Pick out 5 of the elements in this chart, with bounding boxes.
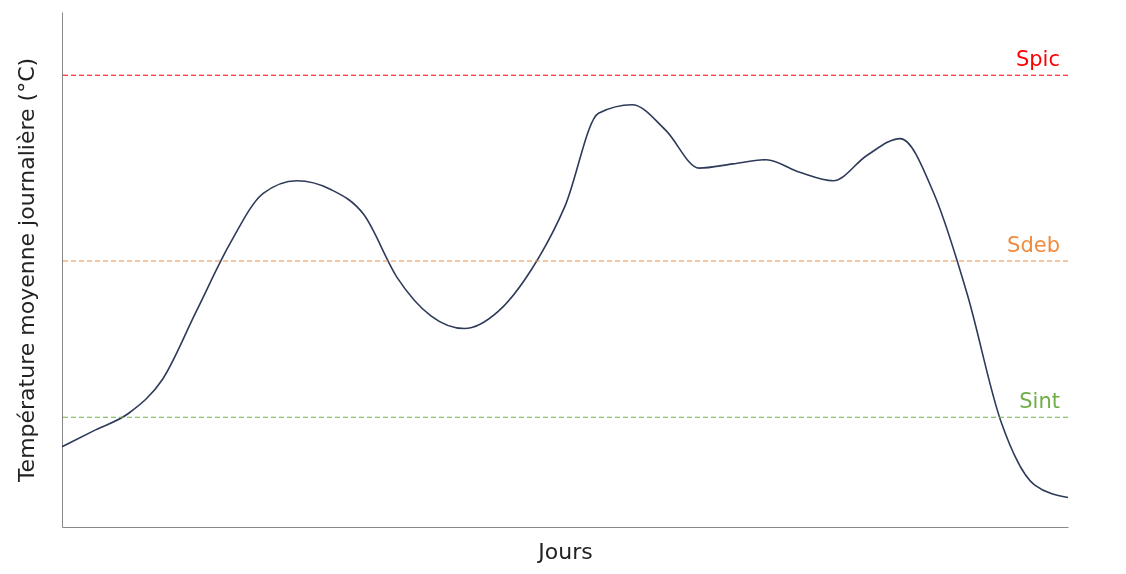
ref-line-label: Sint <box>1019 389 1060 414</box>
ref-line-label: Spic <box>1015 47 1060 72</box>
x-axis-title: Jours <box>536 538 593 564</box>
ref-line-label: Sdeb <box>1007 233 1060 258</box>
y-axis-title: Température moyenne journalière (°C) <box>13 57 39 484</box>
